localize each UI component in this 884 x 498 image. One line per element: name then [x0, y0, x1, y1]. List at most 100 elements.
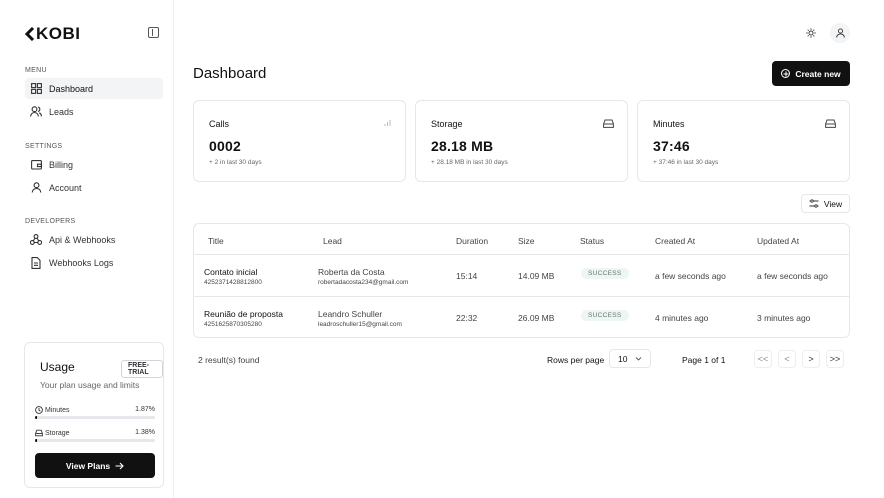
menu-section-label: MENU — [25, 67, 47, 74]
developers-section-label: DEVELOPERS — [25, 218, 76, 225]
first-page-button[interactable]: << — [754, 350, 772, 368]
stat-delta: + 37:46 in last 30 days — [653, 159, 719, 166]
sliders-icon — [809, 199, 819, 208]
chevron-left-icon: < — [784, 354, 790, 364]
sidebar-item-account[interactable]: Account — [25, 177, 163, 198]
sun-icon — [806, 28, 816, 38]
results-count: 2 result(s) found — [198, 355, 260, 365]
usage-storage-percent: 1.38% — [135, 429, 155, 436]
stat-card-storage: Storage 28.18 MB + 28.18 MB in last 30 d… — [415, 100, 628, 182]
arrow-right-icon — [115, 462, 124, 469]
stat-value: 37:46 — [653, 138, 690, 154]
stat-label: Calls — [209, 119, 230, 129]
table-row[interactable]: Contato inicial 4252371428812800 Roberta… — [194, 254, 849, 296]
sidebar-item-webhooks-logs[interactable]: Webhooks Logs — [25, 252, 163, 273]
stat-card-minutes: Minutes 37:46 + 37:46 in last 30 days — [637, 100, 850, 182]
plan-badge: FREE-TRIAL — [121, 360, 163, 378]
row-title-id: 4252371428812800 — [204, 279, 262, 286]
calls-table: Title Lead Duration Size Status Created … — [193, 223, 850, 338]
chevron-right-icon: > — [808, 354, 814, 364]
column-header-title[interactable]: Title — [208, 236, 224, 246]
row-created-at: a few seconds ago — [655, 271, 726, 281]
sidebar: KOBI MENU Dashboard Leads SETTINGS Billi… — [0, 0, 174, 498]
usage-storage-label-wrap: Storage — [35, 429, 70, 437]
sidebar-item-label: Leads — [49, 106, 74, 117]
status-badge: SUCCESS — [581, 310, 629, 321]
row-size: 26.09 MB — [518, 313, 555, 323]
users-icon — [30, 106, 42, 118]
column-header-created-at[interactable]: Created At — [655, 236, 696, 246]
view-plans-label: View Plans — [65, 460, 111, 471]
sidebar-item-api-webhooks[interactable]: Api & Webhooks — [25, 229, 163, 250]
usage-minutes-percent: 1.87% — [135, 406, 155, 413]
wallet-icon — [30, 159, 42, 171]
user-menu-button[interactable] — [830, 23, 850, 43]
column-header-updated-at[interactable]: Updated At — [757, 236, 800, 246]
status-badge: SUCCESS — [581, 268, 629, 279]
plus-circle-icon — [781, 69, 791, 78]
rows-per-page-select[interactable]: 10 — [609, 349, 651, 368]
stat-delta: + 28.18 MB in last 30 days — [431, 159, 508, 166]
create-new-button[interactable]: Create new — [772, 61, 850, 86]
previous-page-button[interactable]: < — [778, 350, 796, 368]
hard-drive-icon — [603, 119, 614, 128]
sidebar-item-label: Api & Webhooks — [49, 234, 116, 245]
table-row[interactable]: Reunião de proposta 4251625870305280 Lea… — [194, 296, 849, 338]
page-info: Page 1 of 1 — [682, 355, 726, 365]
usage-storage-bar — [35, 439, 155, 442]
row-updated-at: 3 minutes ago — [757, 313, 811, 323]
stat-value: 0002 — [209, 138, 241, 154]
row-lead-email: robertadacosta234@gmail.com — [318, 279, 409, 286]
stat-label: Storage — [431, 119, 463, 129]
usage-storage-bar-fill — [35, 439, 37, 442]
row-duration: 22:32 — [456, 313, 478, 323]
row-title: Reunião de proposta — [204, 309, 283, 319]
rows-per-page-value: 10 — [618, 353, 628, 364]
bar-chart-icon — [384, 120, 391, 126]
row-updated-at: a few seconds ago — [757, 271, 828, 281]
hard-drive-icon — [35, 429, 43, 437]
sidebar-item-dashboard[interactable]: Dashboard — [25, 78, 163, 99]
chevron-down-icon — [635, 357, 642, 361]
create-new-label: Create new — [795, 68, 841, 79]
theme-toggle-button[interactable] — [801, 23, 821, 43]
row-lead-name: Leandro Schuller — [318, 309, 383, 319]
sidebar-item-label: Webhooks Logs — [49, 257, 114, 268]
usage-minutes-label: Minutes — [45, 406, 70, 414]
stat-card-calls: Calls 0002 + 2 in last 30 days — [193, 100, 406, 182]
kobi-logo[interactable]: KOBI — [24, 24, 81, 44]
last-page-button[interactable]: >> — [826, 350, 844, 368]
view-options-button[interactable]: View — [801, 194, 850, 213]
user-icon — [30, 182, 42, 194]
chevrons-left-icon: << — [757, 354, 769, 364]
sidebar-item-billing[interactable]: Billing — [25, 154, 163, 175]
sidebar-item-leads[interactable]: Leads — [25, 101, 163, 122]
column-header-status[interactable]: Status — [580, 236, 605, 246]
usage-card: Usage FREE-TRIAL Your plan usage and lim… — [24, 342, 164, 488]
logo-chevron-icon — [24, 27, 35, 41]
sidebar-item-label: Billing — [49, 159, 74, 170]
column-header-duration[interactable]: Duration — [456, 236, 489, 246]
usage-minutes-label-wrap: Minutes — [35, 406, 70, 414]
webhook-icon — [30, 234, 42, 246]
next-page-button[interactable]: > — [802, 350, 820, 368]
usage-storage-label: Storage — [45, 429, 70, 437]
file-icon — [30, 256, 42, 269]
clock-icon — [35, 406, 43, 414]
grid-icon — [30, 83, 42, 95]
rows-per-page-label: Rows per page — [547, 355, 605, 365]
usage-minutes-bar — [35, 416, 155, 419]
view-plans-button[interactable]: View Plans — [35, 453, 155, 478]
column-header-size[interactable]: Size — [518, 236, 535, 246]
row-lead-name: Roberta da Costa — [318, 267, 385, 277]
sidebar-collapse-icon[interactable] — [148, 27, 159, 38]
page-title: Dashboard — [193, 65, 267, 82]
row-lead-email: leadroschuller15@gmail.com — [318, 321, 402, 328]
hard-drive-icon — [825, 119, 836, 128]
column-header-lead[interactable]: Lead — [323, 236, 342, 246]
row-duration: 15:14 — [456, 271, 478, 281]
stat-label: Minutes — [653, 119, 685, 129]
chevrons-right-icon: >> — [829, 354, 841, 364]
row-title-id: 4251625870305280 — [204, 321, 262, 328]
usage-subtitle: Your plan usage and limits — [40, 380, 140, 390]
